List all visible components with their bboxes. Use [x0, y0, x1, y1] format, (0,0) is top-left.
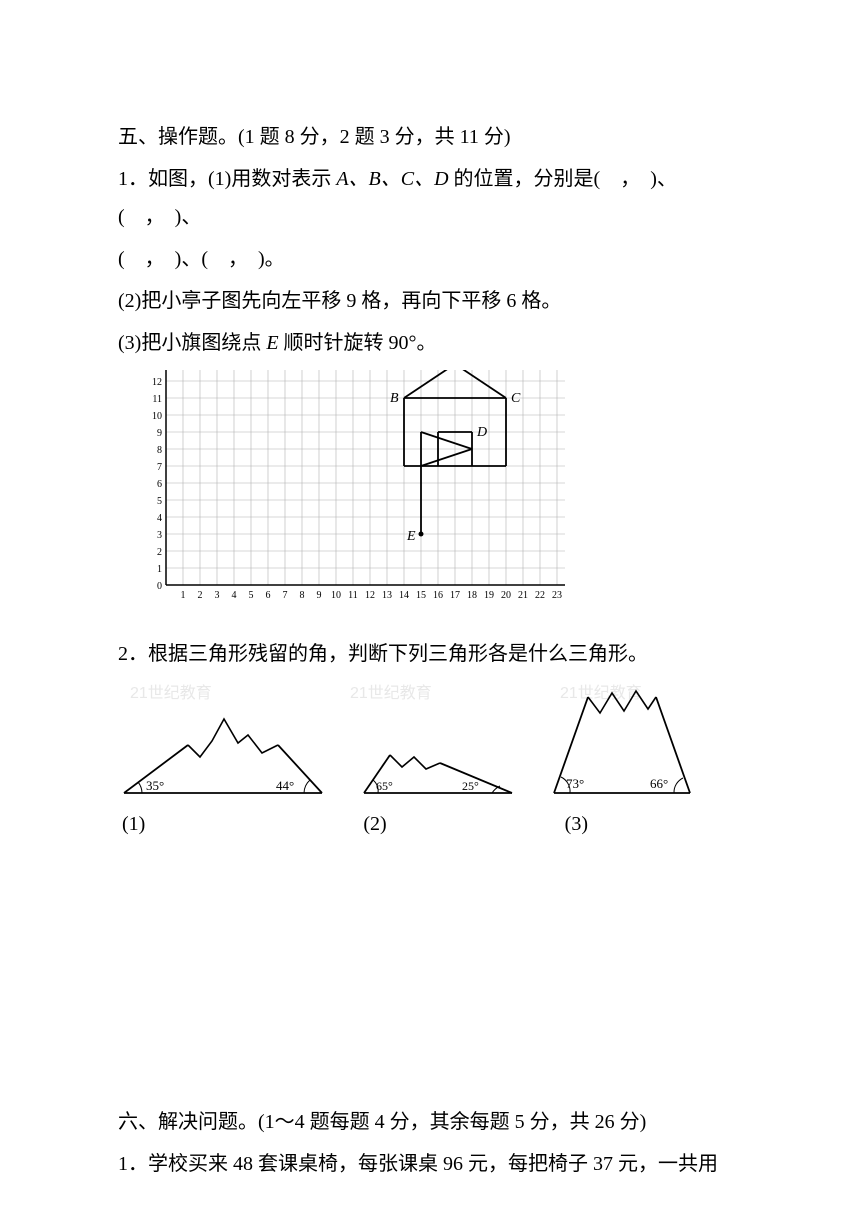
svg-text:8: 8 — [300, 590, 305, 601]
q1-part3: (3)把小旗图绕点 E 顺时针旋转 90°。 — [118, 324, 740, 362]
q1-part3-suffix: 顺时针旋转 90°。 — [279, 332, 437, 354]
svg-text:0: 0 — [157, 581, 162, 592]
svg-text:B: B — [390, 391, 399, 406]
svg-text:4: 4 — [232, 590, 237, 601]
svg-text:15: 15 — [416, 590, 426, 601]
svg-text:C: C — [511, 391, 521, 406]
svg-text:8: 8 — [157, 445, 162, 456]
svg-text:1: 1 — [181, 590, 186, 601]
triangle-3: 73° 66° — [548, 681, 696, 799]
tri-label-2: (2) — [363, 805, 386, 843]
svg-text:10: 10 — [331, 590, 341, 601]
section-5-title: 五、操作题。(1 题 8 分，2 题 3 分，共 11 分) — [118, 118, 740, 156]
svg-text:1: 1 — [157, 564, 162, 575]
svg-text:7: 7 — [283, 590, 288, 601]
svg-text:2: 2 — [198, 590, 203, 601]
triangle-1: 35° 44° — [118, 711, 328, 799]
q1-line2: ( ， )、( ， )。 — [118, 240, 740, 278]
svg-text:19: 19 — [484, 590, 494, 601]
svg-text:13: 13 — [152, 370, 162, 371]
svg-text:5: 5 — [249, 590, 254, 601]
svg-text:18: 18 — [467, 590, 477, 601]
grid-svg: 1234567891011121314151617181920212223240… — [138, 370, 565, 618]
svg-text:66°: 66° — [650, 776, 668, 791]
svg-text:6: 6 — [157, 479, 162, 490]
svg-text:21: 21 — [518, 590, 528, 601]
svg-text:9: 9 — [157, 428, 162, 439]
svg-text:17: 17 — [450, 590, 460, 601]
svg-text:14: 14 — [399, 590, 409, 601]
svg-text:3: 3 — [215, 590, 220, 601]
q1-part3-var: E — [266, 332, 278, 354]
svg-text:11: 11 — [348, 590, 358, 601]
s6-q1: 1．学校买来 48 套课桌椅，每张课桌 96 元，每把椅子 37 元，一共用 — [118, 1145, 740, 1183]
tri-label-1: (1) — [122, 805, 145, 843]
svg-text:16: 16 — [433, 590, 443, 601]
svg-text:10: 10 — [152, 411, 162, 422]
svg-text:E: E — [406, 529, 416, 544]
q1-line1: 1．如图，(1)用数对表示 A、B、C、D 的位置，分别是( ， )、( ， )… — [118, 160, 740, 236]
q2-text: 2．根据三角形残留的角，判断下列三角形各是什么三角形。 — [118, 635, 740, 673]
svg-text:20: 20 — [501, 590, 511, 601]
svg-text:65°: 65° — [376, 779, 393, 793]
svg-text:12: 12 — [365, 590, 375, 601]
svg-text:5: 5 — [157, 496, 162, 507]
svg-text:12: 12 — [152, 377, 162, 388]
svg-text:6: 6 — [266, 590, 271, 601]
svg-text:13: 13 — [382, 590, 392, 601]
svg-text:9: 9 — [317, 590, 322, 601]
q1-part2: (2)把小亭子图先向左平移 9 格，再向下平移 6 格。 — [118, 282, 740, 320]
section-6-title: 六、解决问题。(1～4 题每题 4 分，其余每题 5 分，共 26 分) — [118, 1103, 740, 1141]
svg-text:D: D — [476, 425, 487, 440]
svg-text:44°: 44° — [276, 778, 294, 793]
triangles-row: 35° 44° 65° 25° 73° 66° — [118, 681, 740, 799]
q1-vars: A、B、C、D — [336, 168, 448, 190]
svg-text:23: 23 — [552, 590, 562, 601]
q1-line1-prefix: 1．如图，(1)用数对表示 — [118, 168, 336, 190]
triangle-labels: (1) (2) (3) — [118, 805, 740, 843]
q1-part3-prefix: (3)把小旗图绕点 — [118, 332, 266, 354]
svg-text:3: 3 — [157, 530, 162, 541]
svg-text:4: 4 — [157, 513, 162, 524]
tri-label-3: (3) — [565, 805, 588, 843]
svg-text:2: 2 — [157, 547, 162, 558]
triangle-2: 65° 25° — [358, 743, 518, 799]
svg-text:25°: 25° — [462, 779, 479, 793]
svg-text:22: 22 — [535, 590, 545, 601]
svg-text:7: 7 — [157, 462, 162, 473]
grid-chart: 1234567891011121314151617181920212223240… — [138, 370, 740, 631]
svg-text:73°: 73° — [566, 776, 584, 791]
svg-text:11: 11 — [152, 394, 162, 405]
svg-text:35°: 35° — [146, 778, 164, 793]
